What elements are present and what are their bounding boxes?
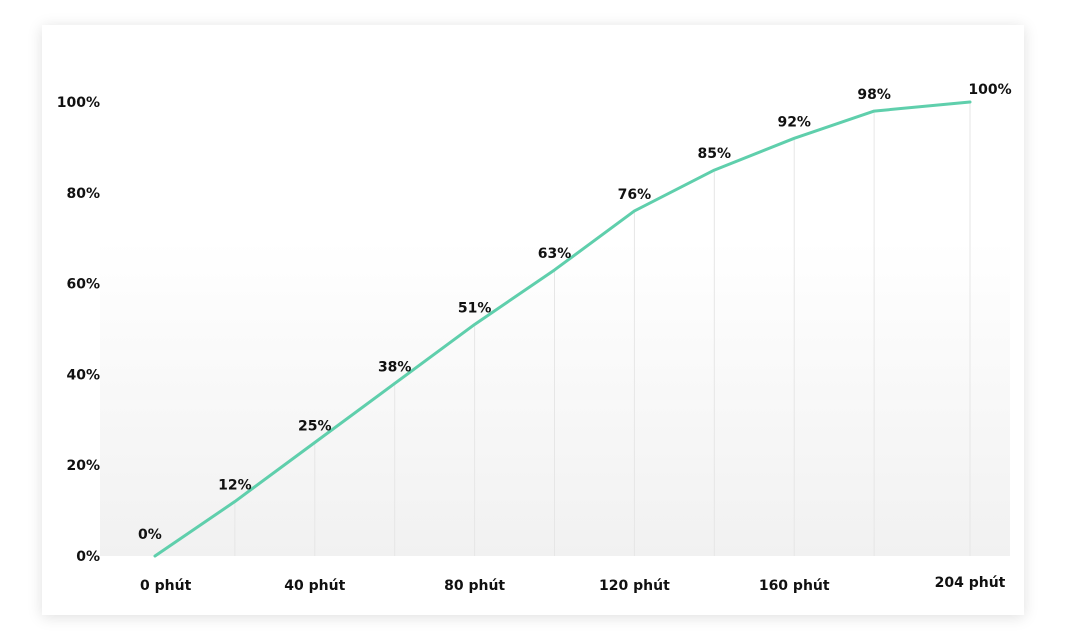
data-label: 85% bbox=[698, 146, 732, 162]
x-tick-label: 160 phút bbox=[759, 578, 830, 594]
y-tick-label: 20% bbox=[66, 458, 100, 474]
y-tick-label: 40% bbox=[66, 367, 100, 383]
x-tick-label: 204 phút bbox=[935, 575, 1006, 591]
data-label: 12% bbox=[218, 478, 252, 494]
data-label: 63% bbox=[538, 246, 572, 262]
data-label: 0% bbox=[138, 527, 162, 543]
series-line bbox=[153, 100, 972, 558]
y-tick-label: 60% bbox=[66, 277, 100, 293]
data-label: 38% bbox=[378, 359, 412, 375]
data-label: 98% bbox=[857, 87, 891, 103]
data-label: 100% bbox=[968, 82, 1011, 98]
x-tick-label: 40 phút bbox=[284, 578, 345, 594]
data-label: 25% bbox=[298, 419, 332, 435]
y-tick-label: 100% bbox=[57, 95, 100, 111]
x-tick-label: 0 phút bbox=[140, 578, 192, 594]
y-tick-label: 80% bbox=[66, 186, 100, 202]
data-label: 51% bbox=[458, 300, 492, 316]
y-tick-label: 0% bbox=[76, 549, 100, 565]
data-label: 92% bbox=[777, 114, 811, 130]
x-tick-label: 120 phút bbox=[599, 578, 670, 594]
data-label: 76% bbox=[618, 187, 652, 203]
x-tick-label: 80 phút bbox=[444, 578, 505, 594]
